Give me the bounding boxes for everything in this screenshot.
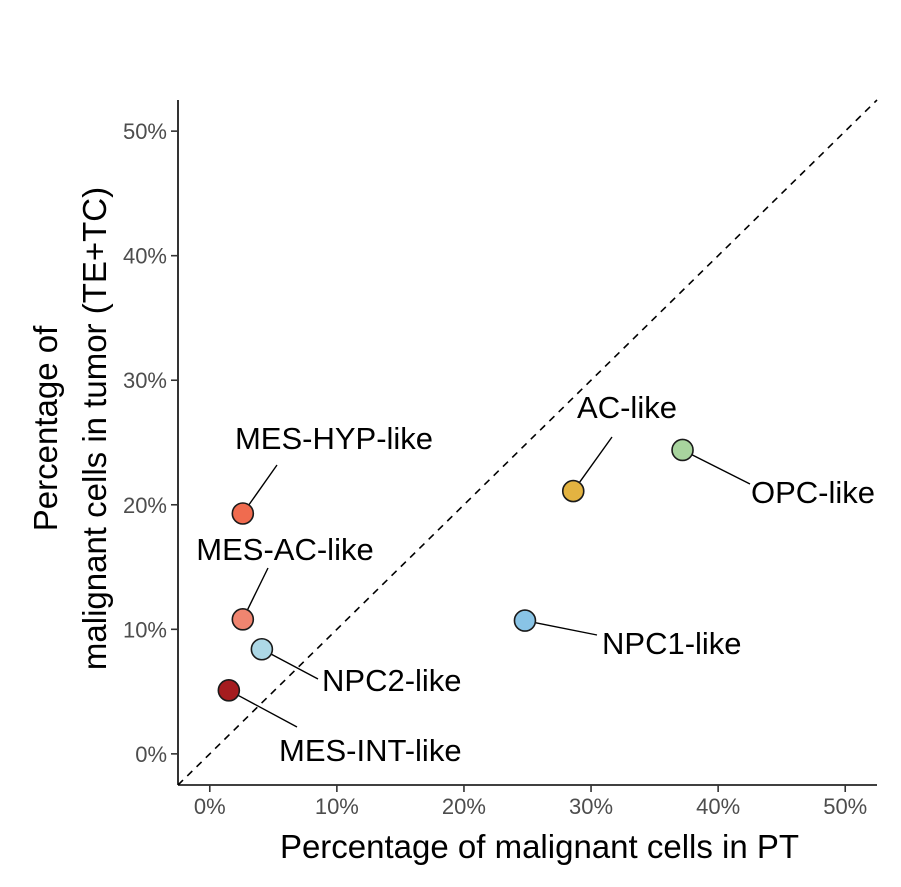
- point-label-mes-int-like: MES-INT-like: [279, 733, 462, 768]
- point-label-npc2-like: NPC2-like: [322, 663, 462, 698]
- x-tick-label: 40%: [696, 794, 740, 819]
- point-opc-like: [671, 438, 694, 462]
- point-label-mes-hyp-like: MES-HYP-like: [235, 421, 433, 456]
- axes-layer: 0% 10% 20% 30% 40% 50% 0% 10% 20% 30% 40% 50%: [123, 100, 877, 819]
- x-axis-title: Percentage of malignant cells in PT: [280, 828, 799, 865]
- point-mes-int-like: [217, 679, 241, 702]
- point-labels-layer: MES-HYP-like MES-AC-like NPC2-like MES-INT-…: [196, 390, 875, 768]
- x-tick-label: 10%: [315, 794, 359, 819]
- y-tick-label: 0%: [135, 742, 167, 767]
- leader-line-opc-like: [691, 454, 751, 485]
- x-tick-label: 0%: [194, 794, 226, 819]
- point-mes-ac-like: [231, 608, 255, 631]
- y-tick-label: 40%: [123, 244, 167, 269]
- y-axis-title-line: malignant cells in tumor (TE+TC): [76, 187, 113, 670]
- axis-titles-layer: Percentage of malignant cells in PT Perce…: [27, 187, 799, 865]
- point-label-mes-ac-like: MES-AC-like: [196, 532, 373, 567]
- points-layer: [217, 438, 694, 702]
- x-tick-label: 30%: [569, 794, 613, 819]
- point-npc2-like: [250, 637, 274, 661]
- point-ac-like: [561, 479, 585, 503]
- y-tick-label: 30%: [123, 368, 167, 393]
- y-tick-label: 10%: [123, 617, 167, 642]
- y-tick-label: 50%: [123, 119, 167, 144]
- point-mes-hyp-like: [231, 502, 255, 525]
- leader-line-npc1-like: [535, 621, 598, 636]
- y-axis-title-line: Percentage of: [27, 325, 64, 531]
- leader-line-npc2-like: [270, 653, 319, 680]
- leader-line-mes-int-like: [237, 694, 298, 728]
- point-label-ac-like: AC-like: [577, 390, 677, 425]
- y-tick-label: 20%: [123, 493, 167, 518]
- leader-line-mes-hyp-like: [248, 464, 278, 506]
- point-label-npc1-like: NPC1-like: [602, 626, 742, 661]
- leader-line-ac-like: [578, 436, 613, 483]
- point-npc1-like: [513, 609, 537, 632]
- x-tick-label: 50%: [823, 794, 867, 819]
- x-tick-label: 20%: [442, 794, 486, 819]
- point-label-opc-like: OPC-like: [751, 475, 875, 510]
- leader-line-layer: [237, 436, 751, 728]
- leader-line-mes-ac-like: [246, 567, 269, 611]
